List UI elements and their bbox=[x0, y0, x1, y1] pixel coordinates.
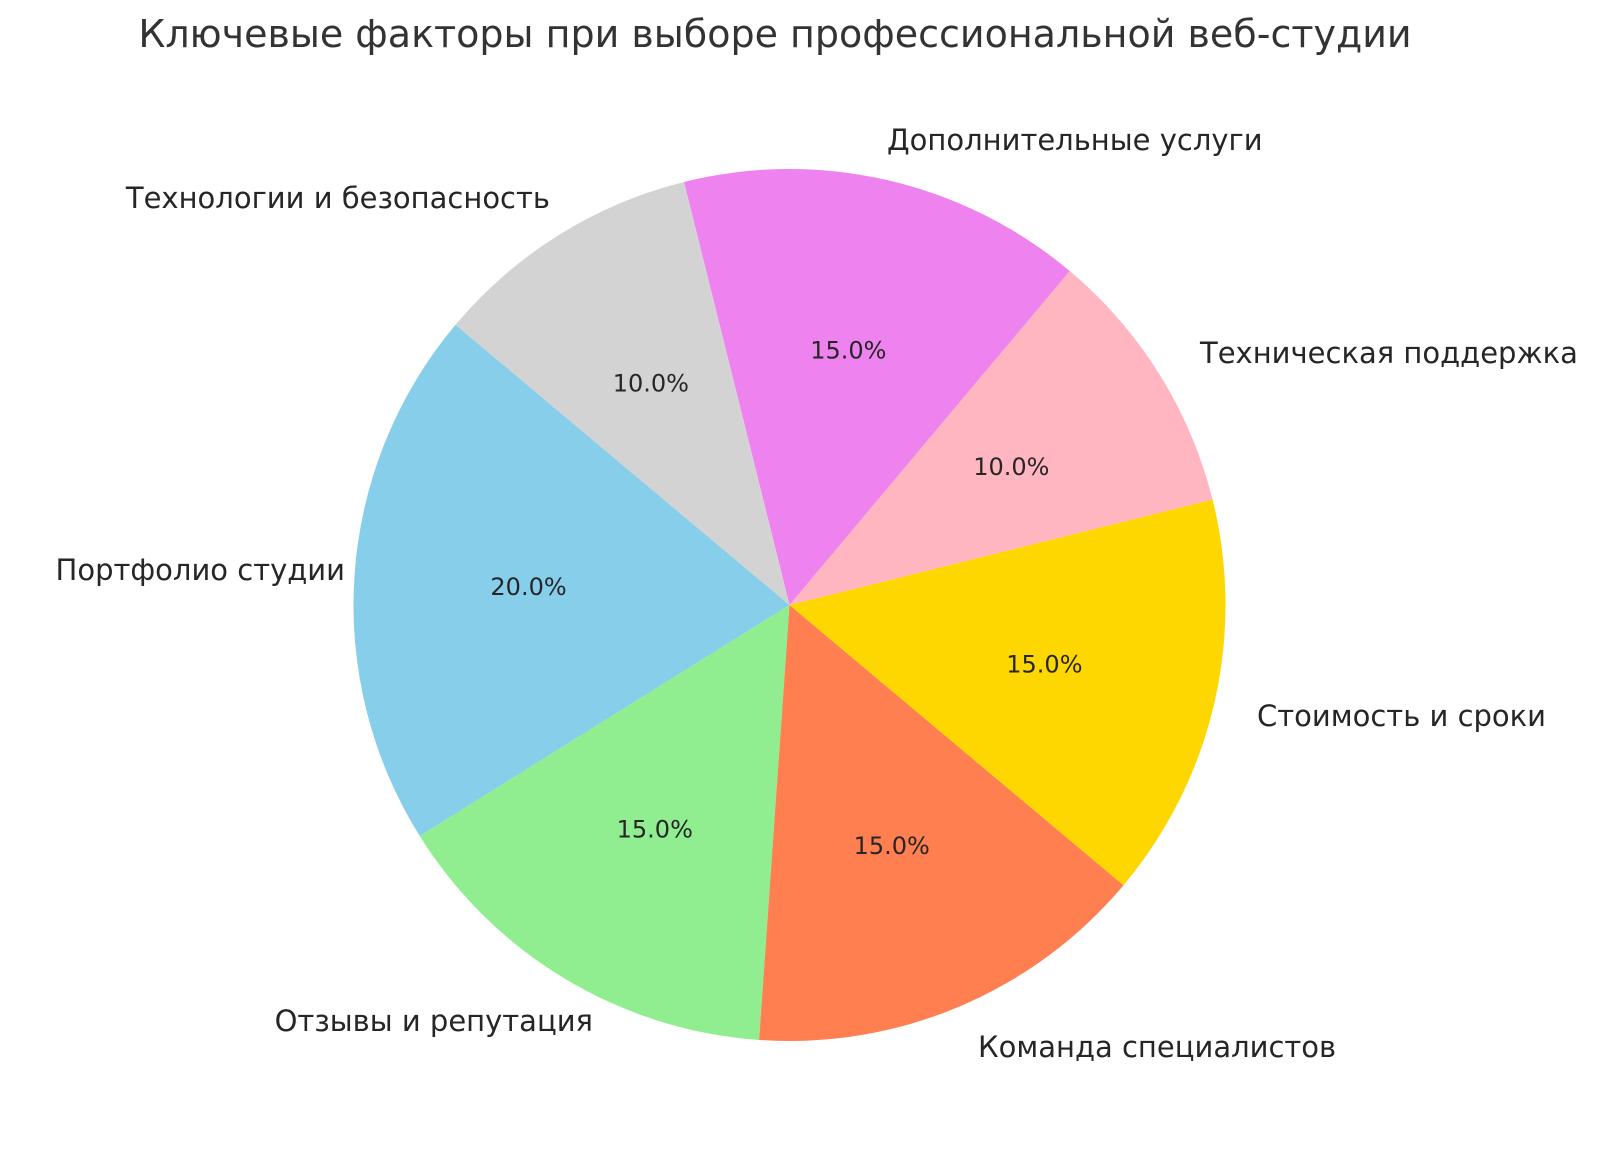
pie-slice-services bbox=[684, 168, 1070, 605]
slice-label-portfolio: Портфолио студии bbox=[56, 553, 345, 587]
slice-label-tech: Технологии и безопасность bbox=[125, 181, 550, 215]
pie-slice-cost bbox=[789, 499, 1226, 886]
slice-pct-support: 10.0% bbox=[973, 453, 1049, 481]
slice-label-cost: Стоимость и сроки bbox=[1257, 699, 1546, 733]
pie-slice-reviews bbox=[419, 605, 790, 1040]
slice-pct-reviews: 15.0% bbox=[617, 816, 693, 844]
pie-percent-labels: 20.0% 15.0% 15.0% 15.0% 10.0% 15.0% 10.0% bbox=[490, 337, 1082, 861]
slice-pct-services: 15.0% bbox=[810, 337, 886, 365]
pie-slice-team bbox=[759, 605, 1124, 1042]
slice-pct-tech: 10.0% bbox=[613, 370, 689, 398]
pie-slice-portfolio bbox=[353, 324, 790, 837]
pie-slice-labels: Портфолио студии Отзывы и репутация Команд… bbox=[56, 123, 1578, 1064]
slice-label-support: Техническая поддержка bbox=[1199, 336, 1578, 370]
slice-pct-team: 15.0% bbox=[854, 832, 930, 860]
slice-label-reviews: Отзывы и репутация bbox=[275, 1004, 593, 1038]
pie-wedges bbox=[353, 168, 1226, 1042]
chart-title: Ключевые факторы при выборе профессионал… bbox=[138, 12, 1412, 56]
slice-pct-cost: 15.0% bbox=[1006, 650, 1082, 678]
pie-slice-tech bbox=[455, 181, 790, 605]
pie-slice-support bbox=[789, 271, 1213, 605]
slice-label-team: Команда специалистов bbox=[978, 1030, 1336, 1064]
slice-label-services: Дополнительные услуги bbox=[887, 123, 1263, 157]
slice-pct-portfolio: 20.0% bbox=[490, 573, 566, 601]
